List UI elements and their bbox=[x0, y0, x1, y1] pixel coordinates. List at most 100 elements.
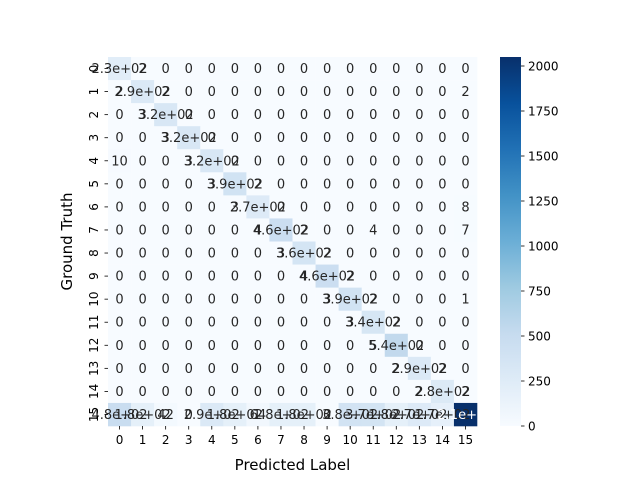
cell-label-12-12: 5.4e+02 bbox=[368, 339, 424, 354]
heatmap-cell-10-2 bbox=[154, 287, 178, 311]
cell-label-8-5: 0 bbox=[231, 247, 239, 262]
colorbar-gradient bbox=[500, 57, 521, 426]
heatmap-cell-2-4 bbox=[200, 103, 224, 127]
heatmap-cell-7-9 bbox=[315, 218, 339, 242]
cell-label-8-4: 0 bbox=[208, 247, 216, 262]
heatmap-cell-15-13 bbox=[407, 402, 432, 427]
heatmap-cell-0-7 bbox=[269, 57, 293, 81]
heatmap-cell-5-3 bbox=[177, 172, 201, 196]
cell-label-5-7: 0 bbox=[277, 177, 285, 192]
cell-label-5-2: 0 bbox=[162, 177, 170, 192]
heatmap-cell-0-8 bbox=[292, 57, 316, 81]
cell-label-5-14: 0 bbox=[438, 177, 446, 192]
cell-label-10-4: 0 bbox=[208, 293, 216, 308]
cell-label-6-13: 0 bbox=[415, 200, 423, 215]
cell-label-10-11: 2 bbox=[369, 293, 377, 308]
y-tick-label-15: 15 bbox=[87, 407, 101, 422]
heatmap-cell-0-6 bbox=[246, 57, 270, 81]
cell-label-1-8: 0 bbox=[300, 85, 308, 100]
cell-label-5-3: 0 bbox=[185, 177, 193, 192]
heatmap-cell-12-8 bbox=[292, 333, 316, 358]
cell-label-2-6: 0 bbox=[254, 108, 262, 123]
x-tick-label-8: 8 bbox=[300, 433, 308, 447]
cell-label-15-11: 3.7e+02 bbox=[345, 408, 401, 423]
cell-label-4-11: 0 bbox=[369, 154, 377, 169]
cell-label-0-6: 0 bbox=[254, 62, 262, 77]
heatmap-cell-3-11 bbox=[361, 126, 386, 150]
cell-label-14-12: 0 bbox=[392, 385, 400, 400]
cell-label-8-13: 0 bbox=[415, 247, 423, 262]
cell-label-9-13: 0 bbox=[415, 270, 423, 285]
cell-label-3-2: 3 bbox=[162, 131, 170, 146]
cell-label-11-12: 2 bbox=[392, 316, 400, 331]
heatmap-cell-3-6 bbox=[246, 126, 270, 150]
heatmap-cell-1-0 bbox=[108, 80, 132, 104]
cell-label-11-6: 0 bbox=[254, 316, 262, 331]
cell-label-2-3: 0 bbox=[185, 108, 193, 123]
cell-label-0-0: 2.3e+02 bbox=[91, 62, 147, 77]
cell-label-8-2: 0 bbox=[162, 247, 170, 262]
cell-label-4-9: 0 bbox=[323, 154, 331, 169]
cell-label-15-13: 2.7e+02 bbox=[391, 408, 447, 423]
heatmap-cell-15-4 bbox=[200, 402, 224, 427]
heatmap-cell-2-8 bbox=[292, 103, 316, 127]
cell-label-1-12: 0 bbox=[392, 85, 400, 100]
heatmap-cell-12-11 bbox=[361, 333, 386, 358]
heatmap-cell-7-12 bbox=[384, 218, 409, 242]
cell-label-6-15: 8 bbox=[461, 200, 469, 215]
heatmap-cell-5-8 bbox=[292, 172, 316, 196]
heatmap-cell-1-14 bbox=[430, 80, 455, 104]
cell-label-2-9: 0 bbox=[323, 108, 331, 123]
heatmap-cell-12-5 bbox=[223, 333, 247, 358]
heatmap-cell-4-3 bbox=[177, 149, 201, 173]
cell-label-8-15: 0 bbox=[461, 247, 469, 262]
cell-label-1-7: 0 bbox=[277, 85, 285, 100]
colorbar: 0 250 500 750 1000 1250 1500 1750 2000 bbox=[500, 57, 559, 434]
heatmap-cell-2-7 bbox=[269, 103, 293, 127]
cell-label-7-7: 4.6e+02 bbox=[253, 223, 309, 238]
y-tick-label-10: 10 bbox=[87, 292, 101, 307]
cell-label-12-0: 0 bbox=[115, 339, 123, 354]
cell-label-8-6: 0 bbox=[254, 247, 262, 262]
cell-label-11-9: 0 bbox=[323, 316, 331, 331]
cell-label-3-3: 3.2e+02 bbox=[161, 131, 217, 146]
heatmap-cell-6-7 bbox=[269, 195, 293, 219]
heatmap-cell-15-12 bbox=[384, 402, 409, 427]
cell-label-10-13: 0 bbox=[415, 293, 423, 308]
cell-label-3-15: 0 bbox=[461, 131, 469, 146]
heatmap-cell-9-15 bbox=[453, 264, 478, 288]
colorbar-tick-label-7: 1750 bbox=[528, 105, 559, 119]
heatmap-cell-0-0 bbox=[108, 57, 132, 81]
cell-label-8-12: 0 bbox=[392, 247, 400, 262]
cell-label-7-9: 0 bbox=[323, 223, 331, 238]
heatmap-cell-4-4 bbox=[200, 149, 224, 173]
heatmap-cell-4-13 bbox=[407, 149, 432, 173]
heatmap-cell-14-15 bbox=[453, 379, 478, 404]
cell-label-4-12: 0 bbox=[392, 154, 400, 169]
cell-label-13-4: 0 bbox=[208, 362, 216, 377]
x-tick-label-6: 6 bbox=[254, 433, 262, 447]
heatmap-cell-8-1 bbox=[131, 241, 155, 265]
cell-label-10-3: 0 bbox=[185, 293, 193, 308]
cell-label-7-13: 0 bbox=[415, 223, 423, 238]
cell-label-9-3: 0 bbox=[185, 270, 193, 285]
heatmap-cell-11-14 bbox=[430, 310, 455, 335]
cell-label-0-14: 0 bbox=[438, 62, 446, 77]
cell-label-9-2: 0 bbox=[162, 270, 170, 285]
heatmap-cell-14-14 bbox=[430, 379, 455, 404]
heatmap-cell-6-8 bbox=[292, 195, 316, 219]
heatmap-cell-12-10 bbox=[338, 333, 362, 358]
heatmap-cell-10-4 bbox=[200, 287, 224, 311]
heatmap-cell-15-11 bbox=[361, 402, 386, 427]
heatmap-cell-2-6 bbox=[246, 103, 270, 127]
cell-label-1-5: 0 bbox=[231, 85, 239, 100]
cell-label-5-13: 0 bbox=[415, 177, 423, 192]
heatmap-cell-2-11 bbox=[361, 103, 386, 127]
cell-label-11-8: 0 bbox=[300, 316, 308, 331]
cell-label-15-5: 1.8e+02 bbox=[207, 408, 263, 423]
heatmap-cell-10-7 bbox=[269, 287, 293, 311]
heatmap-cell-10-3 bbox=[177, 287, 201, 311]
heatmap-cell-9-0 bbox=[108, 264, 132, 288]
heatmap-cell-0-11 bbox=[361, 57, 386, 81]
heatmap-cell-6-3 bbox=[177, 195, 201, 219]
